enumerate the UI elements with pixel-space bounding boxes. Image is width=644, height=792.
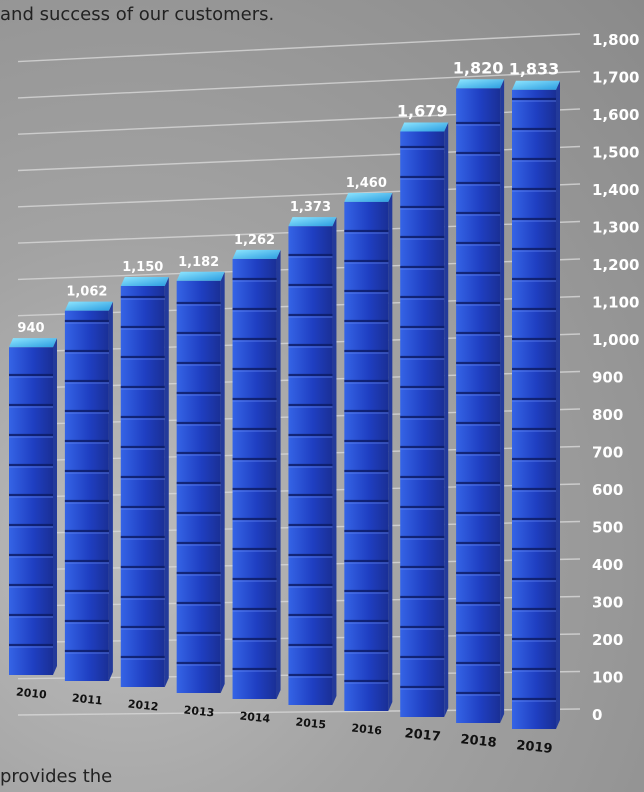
value-label-2011: 1,062 xyxy=(66,285,107,300)
category-label-2013: 2013 xyxy=(183,703,215,719)
bar-2011 xyxy=(64,301,113,681)
y-tick-label: 400 xyxy=(592,556,623,574)
bar-top xyxy=(344,192,393,202)
bar-2013 xyxy=(176,271,225,693)
bar-front xyxy=(9,347,53,675)
bar-side xyxy=(276,249,281,699)
y-tick-label: 300 xyxy=(592,594,623,612)
y-tick-label: 1,700 xyxy=(592,69,639,87)
y-tick-label: 1,600 xyxy=(592,106,639,124)
bar-side xyxy=(332,217,337,705)
category-label-2014: 2014 xyxy=(239,709,271,725)
bar-front xyxy=(176,280,221,693)
bar-front xyxy=(120,285,165,687)
category-labels: 2010 2011 2012 2013 2014 2015 2016 2017 2018 2019 xyxy=(15,685,553,756)
value-label-2016: 1,460 xyxy=(346,176,387,191)
y-tick-label: 1,100 xyxy=(592,294,639,312)
value-label-2013: 1,182 xyxy=(178,255,219,270)
bar-side xyxy=(164,276,169,687)
y-axis-ticks: 0 100 200 300 400 500 600 700 800 900 1,000 1,100 1,… xyxy=(592,31,639,724)
y-tick-label: 800 xyxy=(592,406,623,424)
category-label-2015: 2015 xyxy=(295,715,327,731)
bar-2015 xyxy=(288,217,337,705)
bar-2017 xyxy=(400,122,449,718)
bar-2018 xyxy=(456,79,505,723)
bar-top xyxy=(288,217,337,227)
category-label-2011: 2011 xyxy=(71,691,103,707)
value-label-2010: 940 xyxy=(17,321,44,336)
bar-front xyxy=(232,258,277,699)
category-label-2012: 2012 xyxy=(127,697,159,713)
category-label-2018: 2018 xyxy=(460,732,498,751)
value-label-2018: 1,820 xyxy=(453,58,504,77)
y-tick-label: 600 xyxy=(592,481,623,499)
value-label-2017: 1,679 xyxy=(397,101,448,120)
category-label-2016: 2016 xyxy=(351,721,383,737)
y-tick-label: 1,000 xyxy=(592,331,639,349)
bar-front xyxy=(64,310,109,681)
bar-front xyxy=(512,89,556,729)
y-tick-label: 1,300 xyxy=(592,219,639,237)
value-label-2015: 1,373 xyxy=(290,200,331,215)
bar-top xyxy=(120,276,169,286)
value-label-2012: 1,150 xyxy=(122,260,163,275)
category-label-2017: 2017 xyxy=(404,726,442,745)
bar-2010 xyxy=(9,338,57,675)
bar-side xyxy=(108,301,113,681)
value-labels: 940 1,062 1,150 1,182 1,262 1,373 1,460 1,679 1,… xyxy=(17,58,559,336)
bar-2012 xyxy=(120,276,169,687)
bar-top xyxy=(64,301,113,311)
bar-front xyxy=(344,201,389,711)
bar-2016 xyxy=(344,192,393,711)
bar-side xyxy=(500,79,505,723)
y-tick-label: 500 xyxy=(592,519,623,537)
bar-side xyxy=(556,80,560,729)
bar-front xyxy=(456,88,501,723)
y-tick-label: 1,500 xyxy=(592,144,639,162)
value-label-2019: 1,833 xyxy=(509,60,560,79)
y-tick-label: 1,400 xyxy=(592,181,639,199)
bar-top xyxy=(176,271,225,281)
y-tick-label: 200 xyxy=(592,631,623,649)
bar-front xyxy=(400,131,445,718)
value-label-2014: 1,262 xyxy=(234,233,275,248)
caption-top: and success of our customers. xyxy=(0,4,275,25)
category-label-2019: 2019 xyxy=(516,738,554,757)
bar-2014 xyxy=(232,249,281,699)
bar-top xyxy=(9,338,57,348)
bar-side xyxy=(388,192,393,711)
bar-side xyxy=(444,122,449,718)
bar-side xyxy=(220,271,225,693)
bar-top xyxy=(512,80,560,90)
y-tick-label: 1,200 xyxy=(592,256,639,274)
bar-top xyxy=(456,79,505,89)
y-tick-label: 0 xyxy=(592,706,602,724)
y-tick-label: 100 xyxy=(592,669,623,687)
bar-top xyxy=(400,122,449,132)
caption-bottom: provides the xyxy=(0,766,113,787)
y-tick-label: 700 xyxy=(592,444,623,462)
bar-2019 xyxy=(512,80,560,729)
category-label-2010: 2010 xyxy=(15,685,47,701)
grid-line xyxy=(17,33,581,63)
bars xyxy=(9,79,560,729)
y-tick-label: 900 xyxy=(592,369,623,387)
bar-top xyxy=(232,249,281,259)
grid-line xyxy=(17,70,581,99)
bar-side xyxy=(53,338,57,675)
y-tick-label: 1,800 xyxy=(592,31,639,49)
